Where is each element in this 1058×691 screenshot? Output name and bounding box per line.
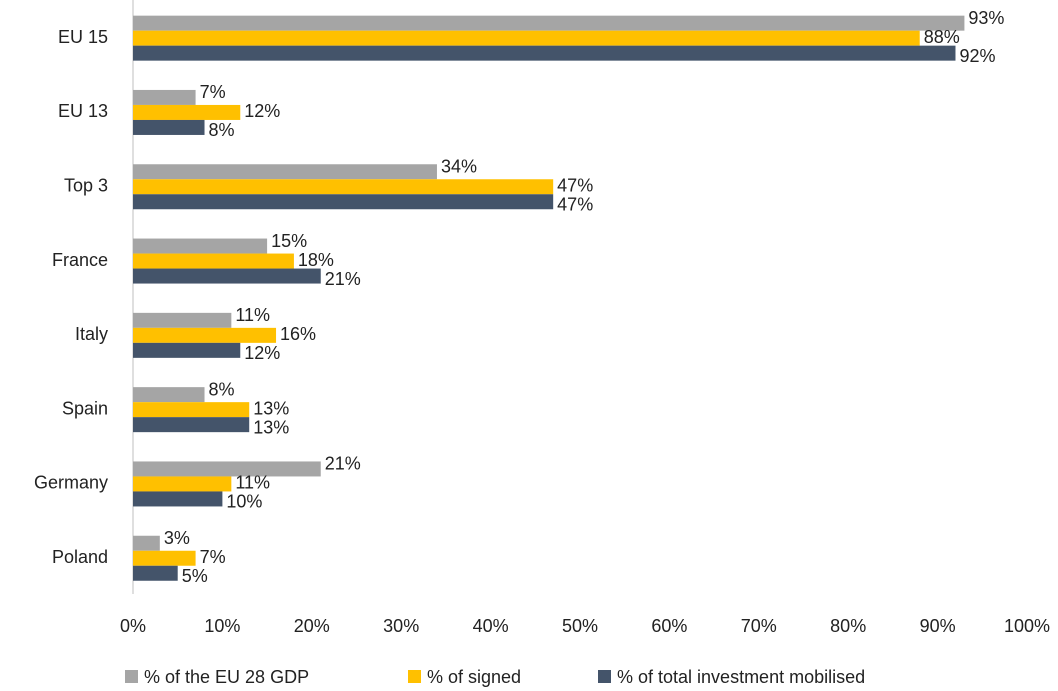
data-label: 8% [209, 120, 235, 140]
bar [133, 15, 965, 31]
x-tick-label: 80% [830, 616, 866, 636]
data-label: 15% [271, 231, 307, 251]
bar [133, 104, 241, 120]
data-label: 13% [253, 417, 289, 437]
data-label: 21% [325, 269, 361, 289]
x-tick-label: 60% [651, 616, 687, 636]
legend-swatch [598, 670, 611, 683]
legend-swatch [125, 670, 138, 683]
y-tick-label: Top 3 [64, 176, 108, 196]
x-tick-label: 50% [562, 616, 598, 636]
bar [133, 194, 554, 210]
data-label: 3% [164, 528, 190, 548]
legend-label: % of the EU 28 GDP [144, 667, 309, 687]
bar [133, 387, 205, 403]
legend-swatch [408, 670, 421, 683]
data-label: 16% [280, 324, 316, 344]
bar [133, 164, 437, 180]
bar [133, 402, 250, 418]
data-label: 34% [441, 157, 477, 177]
bar [133, 253, 294, 269]
data-label: 21% [325, 454, 361, 474]
data-label: 18% [298, 250, 334, 270]
x-tick-label: 90% [920, 616, 956, 636]
data-label: 11% [235, 305, 270, 325]
y-tick-label: Spain [62, 398, 108, 418]
x-tick-label: 70% [741, 616, 777, 636]
y-tick-label: Poland [52, 547, 108, 567]
y-tick-label: Italy [75, 324, 108, 344]
data-label: 92% [959, 46, 995, 66]
data-label: 10% [226, 492, 262, 512]
y-tick-label: EU 13 [58, 101, 108, 121]
data-label: 5% [182, 566, 208, 586]
x-tick-label: 100% [1004, 616, 1050, 636]
bar [133, 327, 277, 343]
data-label: 88% [924, 27, 960, 47]
data-label: 13% [253, 398, 289, 418]
bar [133, 119, 205, 135]
bar [133, 491, 223, 507]
x-tick-label: 30% [383, 616, 419, 636]
bar [133, 342, 241, 358]
legend-label: % of total investment mobilised [617, 667, 865, 687]
x-tick-label: 40% [473, 616, 509, 636]
bar [133, 30, 920, 46]
data-label: 7% [200, 82, 226, 102]
bar [133, 238, 268, 254]
y-tick-label: EU 15 [58, 27, 108, 47]
data-label: 93% [968, 8, 1004, 28]
x-tick-label: 0% [120, 616, 146, 636]
bar [133, 417, 250, 433]
bar [133, 476, 232, 492]
data-label: 47% [557, 176, 593, 196]
x-tick-label: 10% [204, 616, 240, 636]
bar [133, 45, 956, 61]
bar [133, 565, 178, 581]
data-label: 11% [235, 473, 270, 493]
bar [133, 312, 232, 328]
legend-label: % of signed [427, 667, 521, 687]
bar [133, 461, 321, 477]
data-label: 12% [244, 101, 280, 121]
y-tick-label: Germany [34, 473, 108, 493]
bar [133, 535, 160, 551]
x-tick-label: 20% [294, 616, 330, 636]
data-label: 47% [557, 195, 593, 215]
bar [133, 550, 196, 566]
bar [133, 179, 554, 195]
bar [133, 89, 196, 105]
data-label: 12% [244, 343, 280, 363]
bar [133, 268, 321, 284]
data-label: 7% [200, 547, 226, 567]
data-label: 8% [209, 379, 235, 399]
y-tick-label: France [52, 250, 108, 270]
